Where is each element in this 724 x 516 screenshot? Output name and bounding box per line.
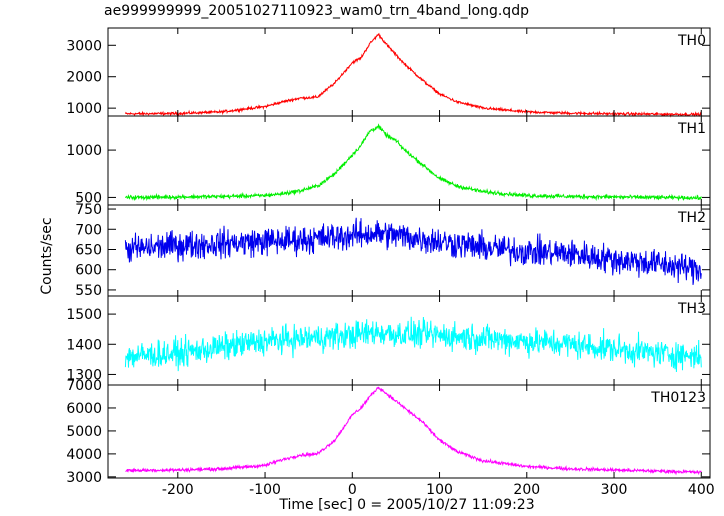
y-tick-label: 1500 (66, 307, 102, 323)
y-tick-label: 1300 (66, 367, 102, 383)
y-tick-label: 5000 (66, 424, 102, 440)
y-tick-label: 600 (75, 263, 102, 279)
panel-frame-th0 (107, 27, 711, 117)
series-line-th0 (124, 32, 702, 118)
y-tick-label: 3000 (66, 470, 102, 486)
y-tick-label: 700 (75, 222, 102, 238)
x-tick-label: 200 (513, 482, 540, 498)
y-tick-label: 550 (75, 283, 102, 299)
y-tick-label: 3000 (66, 38, 102, 54)
x-tick-label: -200 (162, 482, 194, 498)
panel-frame-th1 (107, 115, 711, 206)
y-tick-label: 2000 (66, 70, 102, 86)
y-tick-label: 4000 (66, 447, 102, 463)
y-tick-label: 6000 (66, 401, 102, 417)
series-line-th0123 (125, 386, 702, 476)
panel-label-th1: TH1 (677, 121, 706, 137)
y-tick-label: 1000 (66, 143, 102, 159)
y-tick-label: 7000 (66, 378, 102, 394)
y-tick-label: 650 (75, 242, 102, 258)
x-tick-label: 100 (426, 482, 453, 498)
series-line-th2 (124, 217, 702, 285)
panel-label-th2: TH2 (677, 210, 706, 226)
x-tick-label: 300 (601, 482, 628, 498)
panel-frame-th0123 (107, 384, 711, 479)
series-line-th1 (124, 123, 702, 202)
series-line-th3 (124, 316, 702, 373)
panel-label-th0123: TH0123 (650, 390, 706, 406)
x-tick-label: 400 (688, 482, 715, 498)
x-tick-label: -100 (249, 482, 281, 498)
panel-label-th3: TH3 (677, 301, 706, 317)
y-tick-label: 500 (75, 190, 102, 206)
x-axis-label: Time [sec] 0 = 2005/10/27 11:09:23 (279, 497, 535, 513)
panel-label-th0: TH0 (677, 33, 706, 49)
y-tick-label: 1000 (66, 101, 102, 117)
y-tick-label: 1400 (66, 337, 102, 353)
x-tick-label: 0 (348, 482, 357, 498)
chart-title: ae999999999_20051027110923_wam0_trn_4ban… (104, 3, 529, 19)
y-tick-label: 750 (75, 202, 102, 218)
